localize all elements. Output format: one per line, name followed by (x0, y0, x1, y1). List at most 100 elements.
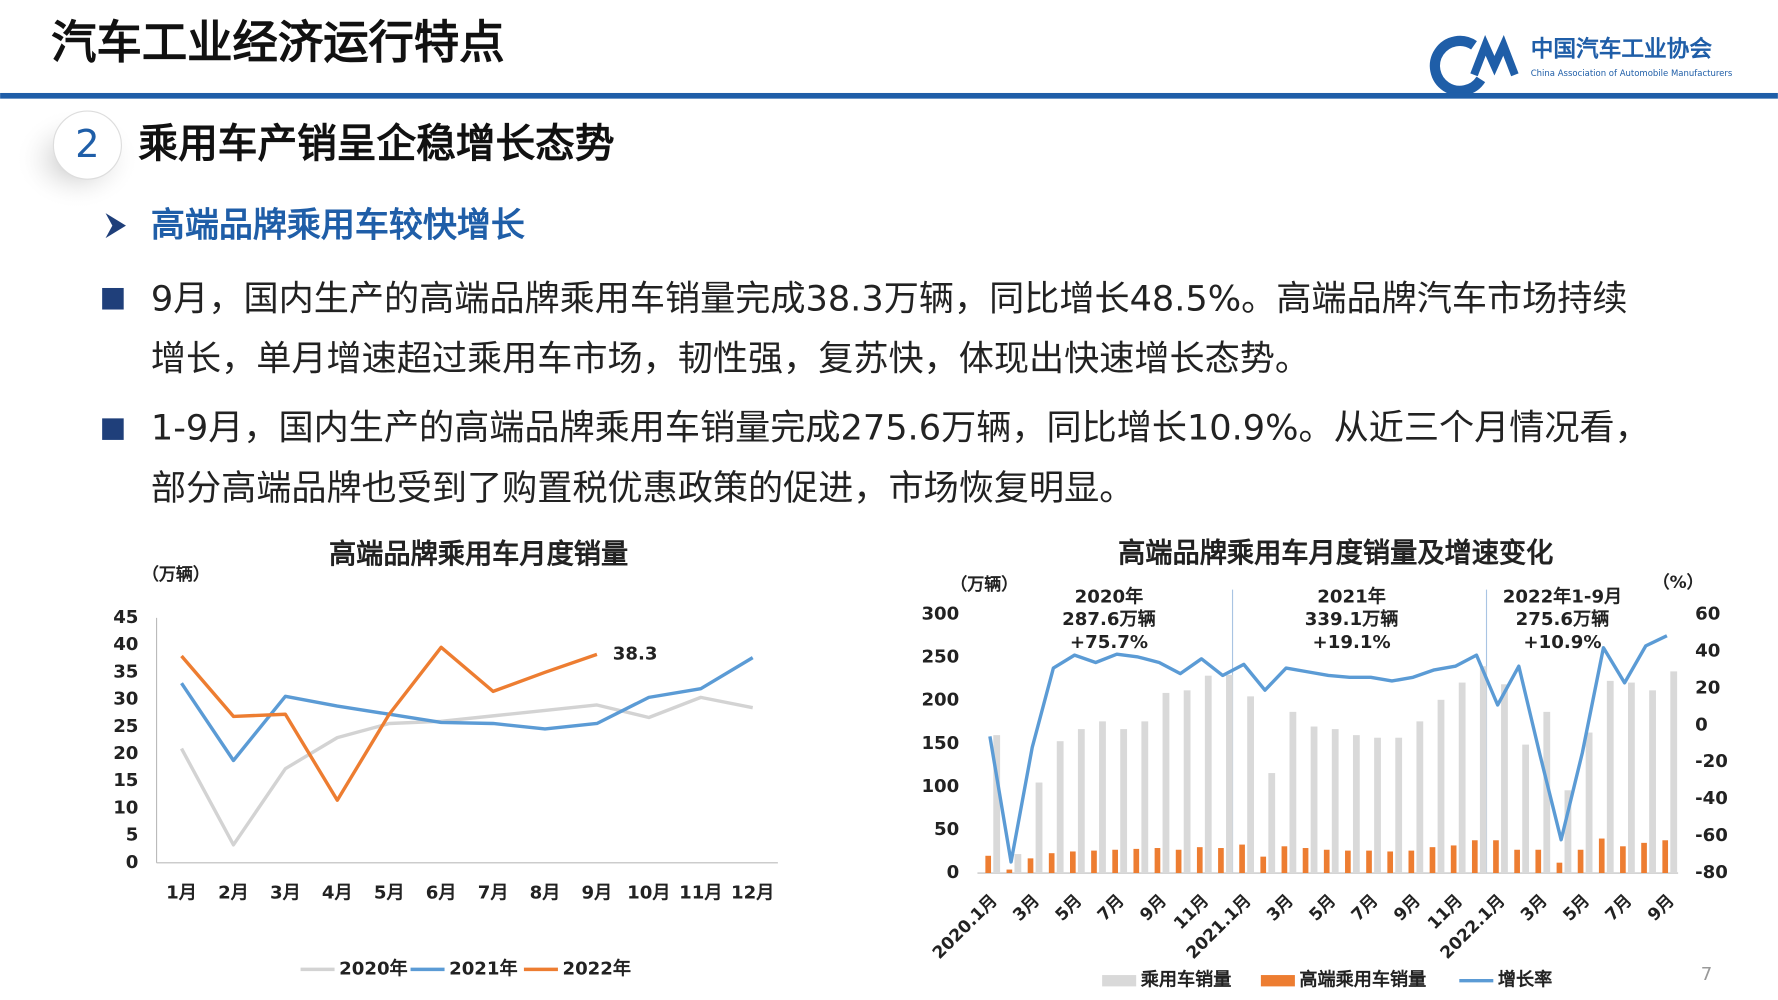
annotation: +10.9% (1523, 632, 1601, 653)
bar (1331, 729, 1339, 874)
x-tick-label: 9月 (1644, 891, 1679, 926)
x-tick-label: 5月 (374, 882, 405, 903)
x-tick-label: 6月 (426, 882, 457, 903)
y2-tick-label: 20 (1695, 677, 1720, 698)
bar (1239, 844, 1245, 874)
logo-name: 中国汽车工业协会 (1531, 35, 1713, 62)
y-tick-label: 15 (113, 770, 138, 791)
sub-marker (105, 213, 126, 239)
bar (1366, 850, 1372, 874)
x-tick-label: 2020.1月 (929, 891, 1002, 964)
y2-tick-label: -40 (1695, 788, 1728, 809)
bar (1260, 856, 1267, 874)
x-tick-label: 9月 (1390, 891, 1425, 926)
bar (1479, 666, 1487, 874)
annotation: 2022年1-9月 (1503, 586, 1622, 608)
y-tick-label: 100 (921, 776, 959, 797)
bar (1112, 849, 1118, 874)
legend-label: 乘用车销量 (1140, 969, 1232, 991)
y-tick-label: 35 (113, 661, 138, 682)
x-tick-label: 3月 (1263, 891, 1298, 926)
legend-label: 高端乘用车销量 (1299, 969, 1426, 991)
bullet-line: 部分高端品牌也受到了购置税优惠政策的促进，市场恢复明显。 (151, 468, 1135, 509)
bar (1395, 737, 1403, 874)
bar (1606, 680, 1614, 874)
y-tick-label: 25 (113, 716, 138, 737)
y2-tick-label: -60 (1695, 825, 1728, 846)
legend-label: 增长率 (1498, 969, 1552, 991)
y-tick-label: 20 (113, 743, 138, 764)
annotation: +19.1% (1313, 632, 1391, 653)
bar (1387, 851, 1394, 874)
bar (1543, 711, 1551, 874)
x-tick-label: 5月 (1052, 891, 1087, 926)
x-tick-label: 7月 (1094, 891, 1129, 926)
bar (1281, 846, 1288, 874)
bar (1014, 854, 1022, 874)
y2-tick-label: -80 (1695, 862, 1728, 883)
bar (1598, 838, 1605, 874)
section-number: 2 (75, 122, 100, 167)
bar (1048, 853, 1055, 874)
bar (1204, 675, 1212, 874)
bullet-line: 增长，单月增速超过乘用车市场，韧性强，复苏快，体现出快速增长态势。 (151, 339, 1310, 380)
y2-axis-label: （%） (1653, 572, 1704, 593)
series-line (180, 645, 598, 802)
x-tick-label: 11月 (679, 882, 722, 903)
bar (1641, 842, 1647, 874)
y2-tick-label: 40 (1695, 640, 1720, 661)
logo-mark (1429, 35, 1486, 96)
y-tick-label: 5 (126, 825, 139, 846)
bar (1493, 840, 1499, 874)
bar (1133, 848, 1140, 874)
bar (1450, 845, 1457, 874)
bar (1522, 744, 1530, 874)
y-tick-label: 10 (113, 797, 138, 818)
bar (1006, 869, 1013, 874)
bar (1471, 840, 1478, 874)
bullet-marker (102, 287, 124, 310)
series-line (988, 634, 1668, 864)
annotation: 2020年 (1075, 586, 1144, 608)
bar (1662, 840, 1669, 874)
y-axis-label: （万辆） (142, 564, 210, 585)
bar (1289, 711, 1297, 874)
bar (1035, 782, 1043, 874)
bar (1027, 858, 1034, 874)
header-rule (0, 92, 1778, 99)
y-tick-label: 40 (113, 634, 138, 655)
y2-tick-label: 60 (1695, 604, 1720, 625)
bar (1437, 699, 1445, 874)
y-axis-label: （万辆） (950, 574, 1018, 595)
bar (1564, 790, 1572, 874)
annotation: 275.6万辆 (1516, 608, 1610, 630)
bar (1577, 849, 1584, 874)
x-tick-label: 7月 (1602, 891, 1637, 926)
bar (1556, 862, 1563, 874)
y-tick-label: 0 (947, 862, 960, 883)
page-number: 7 (1701, 964, 1713, 985)
logo-mark (1470, 34, 1519, 77)
chart-title: 高端品牌乘用车月度销量 (329, 538, 628, 570)
x-tick-label: 12月 (731, 882, 774, 903)
bar (1218, 848, 1224, 874)
y-tick-label: 200 (921, 690, 959, 711)
bullet-line: 9月，国内生产的高端品牌乘用车销量完成38.3万辆，同比增长48.5%。高端品牌… (151, 278, 1628, 319)
bar (1416, 721, 1424, 874)
bar (1077, 729, 1085, 874)
x-tick-label: 7月 (478, 882, 509, 903)
bar (1628, 682, 1635, 874)
bar (1196, 847, 1203, 874)
bar (1247, 696, 1254, 874)
bullet-marker (102, 418, 124, 440)
bar (1069, 851, 1076, 874)
y2-tick-label: -20 (1695, 751, 1728, 772)
bar (1458, 682, 1466, 874)
bar (1323, 849, 1330, 874)
bar (1649, 690, 1656, 874)
bar (1226, 674, 1233, 874)
x-tick-label: 1月 (166, 882, 197, 903)
y-tick-label: 0 (126, 852, 139, 873)
section-badge (52, 110, 122, 180)
